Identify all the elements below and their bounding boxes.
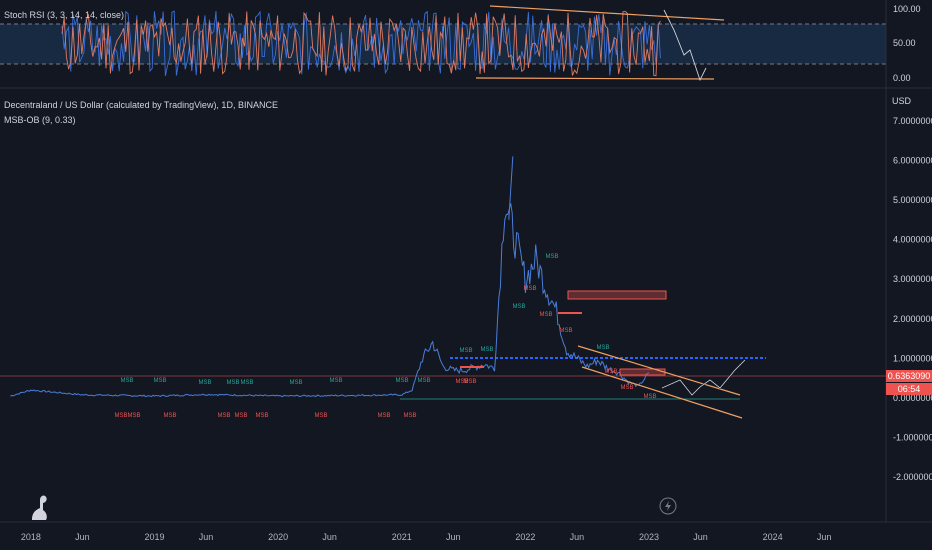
axes: 7.0000000 6.0000000 5.0000000 4.0000000 3.00… <box>21 116 932 542</box>
msb-down-label: MSB <box>163 413 176 419</box>
msb-up-label: MSB <box>289 380 302 386</box>
lightning-icon[interactable] <box>659 497 677 515</box>
time-axis-tick: Jun <box>446 532 461 542</box>
time-axis-tick: 2019 <box>145 532 165 542</box>
order-block-box <box>567 290 667 300</box>
rsi-channel-lower <box>475 77 715 80</box>
time-axis-tick: Jun <box>322 532 337 542</box>
price-axis-tick: 7.0000000 <box>893 116 932 126</box>
msb-down-label: MSB <box>217 413 230 419</box>
rsi-d-line <box>61 10 661 76</box>
tradingview-logo-icon[interactable] <box>32 495 47 520</box>
msb-up-label: MSB <box>395 378 408 384</box>
msb-up-label: MSB <box>329 378 342 384</box>
price-axis-tick: -1.0000000 <box>893 433 932 443</box>
time-axis-tick: 2021 <box>392 532 412 542</box>
channel-lines <box>577 345 746 419</box>
channel-upper <box>577 345 741 396</box>
price-series <box>10 156 650 398</box>
msb-up-label: MSB <box>480 347 493 353</box>
msb-up-label: MSB <box>459 348 472 354</box>
time-axis-tick: Jun <box>199 532 214 542</box>
time-axis-tick: 2024 <box>763 532 783 542</box>
msb-down-label: MSB <box>377 413 390 419</box>
price-axis-tick: 4.0000000 <box>893 235 932 245</box>
price-axis-tick: 0.0000000 <box>893 393 932 403</box>
msb-up-label: MSB <box>545 254 558 260</box>
channel-lower <box>581 366 743 419</box>
msb-down-label: MSB <box>643 394 656 400</box>
rsi-title: Stoch RSI (3, 3, 14, 14, close) <box>4 10 125 20</box>
time-axis-tick: Jun <box>817 532 832 542</box>
price-axis-tick: 3.0000000 <box>893 274 932 284</box>
rsi-k-line <box>61 10 661 77</box>
indicator-label: MSB-OB (9, 0.33) <box>4 115 76 125</box>
rsi-series <box>61 10 661 77</box>
price-axis-tick: 1.0000000 <box>893 353 932 363</box>
price-axis-tick: 6.0000000 <box>893 155 932 165</box>
msb-up-label: MSB <box>240 380 253 386</box>
msb-down-label: MSB <box>604 369 617 375</box>
main-title: Decentraland / US Dollar (calculated by … <box>4 100 278 110</box>
price-line <box>10 203 650 398</box>
msb-down-label: MSB <box>255 413 268 419</box>
price-axis-tick: 5.0000000 <box>893 195 932 205</box>
currency-label: USD <box>892 96 912 106</box>
msb-down-label: MSB <box>559 328 572 334</box>
msb-up-label: MSB <box>512 304 525 310</box>
rsi-axis-0: 0.00 <box>893 73 911 83</box>
msb-down-label: MSB <box>620 385 633 391</box>
forecast-path-outline <box>661 359 746 396</box>
time-axis-tick: Jun <box>693 532 708 542</box>
price-spike <box>508 156 514 220</box>
msb-down-label: MSB <box>127 413 140 419</box>
time-axis-tick: Jun <box>570 532 585 542</box>
rsi-forecast <box>475 5 725 82</box>
msb-down-label: MSB <box>455 379 468 385</box>
msb-up-label: MSB <box>226 380 239 386</box>
msb-up-label: MSB <box>153 378 166 384</box>
msb-up-label: MSB <box>120 378 133 384</box>
time-axis-tick: Jun <box>75 532 90 542</box>
rsi-forecast-path <box>663 9 707 82</box>
time-axis-tick: 2018 <box>21 532 41 542</box>
msb-up-label: MSB <box>198 380 211 386</box>
msb-down-label: MSB <box>463 379 476 385</box>
msb-down-label: MSB <box>234 413 247 419</box>
msb-down-label: MSB <box>403 413 416 419</box>
countdown-tag: 06:54 <box>886 383 932 395</box>
last-price-tag: 0.6363090 <box>886 370 932 382</box>
time-axis-tick: 2023 <box>639 532 659 542</box>
rsi-axis-100: 100.00 <box>893 4 921 14</box>
time-axis-tick: 2020 <box>268 532 288 542</box>
msb-down-label: MSB <box>539 312 552 318</box>
forecast-path <box>661 359 746 397</box>
msb-down-label: MSB <box>314 413 327 419</box>
msb-down-label: MSB <box>523 286 536 292</box>
rsi-axis-50: 50.00 <box>893 38 916 48</box>
rsi-channel-upper <box>489 5 725 21</box>
time-axis-tick: 2022 <box>515 532 535 542</box>
price-axis-tick: -2.0000000 <box>893 472 932 482</box>
msb-down-label: MSB <box>114 413 127 419</box>
msb-up-label: MSB <box>417 378 430 384</box>
order-block-boxes <box>460 290 667 376</box>
price-axis-tick: 2.0000000 <box>893 314 932 324</box>
msb-up-label: MSB <box>596 345 609 351</box>
